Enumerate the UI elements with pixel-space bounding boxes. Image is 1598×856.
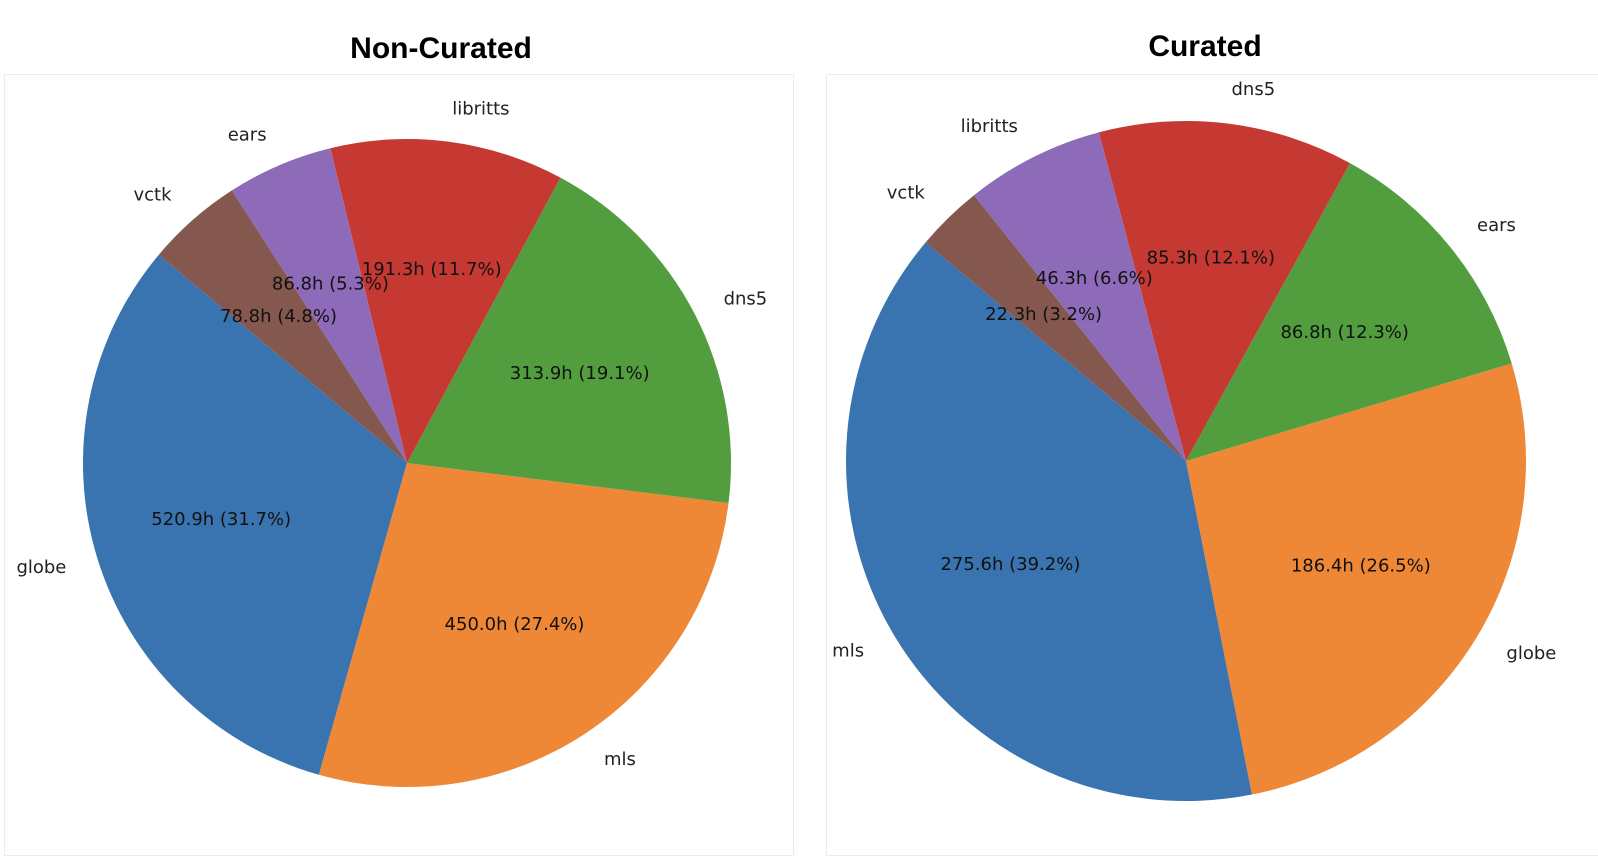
pie-slice-globe: [1186, 363, 1526, 795]
slice-label-vctk: vctk: [133, 185, 172, 206]
pie-non-curated: globe 520.9h (31.7%) mls 450.0h (27.4%) dns5…: [16, 99, 767, 788]
pie-slice-vctk: [158, 190, 407, 463]
chart-title-non-curated: Non-Curated: [350, 32, 532, 65]
slice-value-globe: 186.4h (26.5%): [1291, 555, 1431, 576]
pie-slice-mls: [845, 242, 1252, 801]
slice-label-mls: mls: [832, 640, 864, 661]
pie-slice-globe: [82, 254, 407, 775]
pie-slice-ears: [231, 148, 407, 463]
slice-value-globe: 520.9h (31.7%): [151, 509, 291, 530]
pie-slice-libritts: [330, 139, 561, 463]
slice-label-libritts: libritts: [961, 116, 1018, 137]
pie-slice-ears: [1186, 163, 1512, 461]
chart-title-curated: Curated: [1148, 30, 1262, 63]
slice-label-dns5: dns5: [724, 288, 768, 309]
slice-label-vctk: vctk: [887, 182, 926, 203]
slice-label-globe: globe: [1506, 643, 1556, 664]
pie-slice-dns5: [407, 177, 732, 504]
slice-value-vctk: 22.3h (3.2%): [985, 304, 1102, 325]
slice-value-libritts: 46.3h (6.6%): [1036, 268, 1153, 289]
slice-value-ears: 86.8h (5.3%): [272, 273, 389, 294]
pie-curated: mls 275.6h (39.2%) globe 186.4h (26.5%) ears…: [832, 79, 1556, 801]
slice-label-dns5: dns5: [1232, 79, 1276, 100]
slice-value-dns5: 85.3h (12.1%): [1147, 248, 1275, 269]
slice-label-libritts: libritts: [452, 99, 509, 120]
slice-label-ears: ears: [228, 124, 267, 145]
slice-value-libritts: 191.3h (11.7%): [362, 259, 502, 280]
slice-value-ears: 86.8h (12.3%): [1280, 322, 1408, 343]
pie-slice-libritts: [973, 132, 1186, 462]
slice-value-mls: 275.6h (39.2%): [940, 554, 1080, 575]
slice-label-ears: ears: [1477, 215, 1516, 236]
slice-label-mls: mls: [604, 749, 636, 770]
slice-value-mls: 450.0h (27.4%): [445, 614, 585, 635]
pie-slice-mls: [318, 463, 729, 788]
pie-slice-dns5: [1098, 120, 1351, 462]
slice-value-vctk: 78.8h (4.8%): [220, 306, 337, 327]
slice-value-dns5: 313.9h (19.1%): [510, 363, 650, 384]
pie-slice-vctk: [925, 195, 1186, 461]
slice-label-globe: globe: [16, 557, 66, 578]
